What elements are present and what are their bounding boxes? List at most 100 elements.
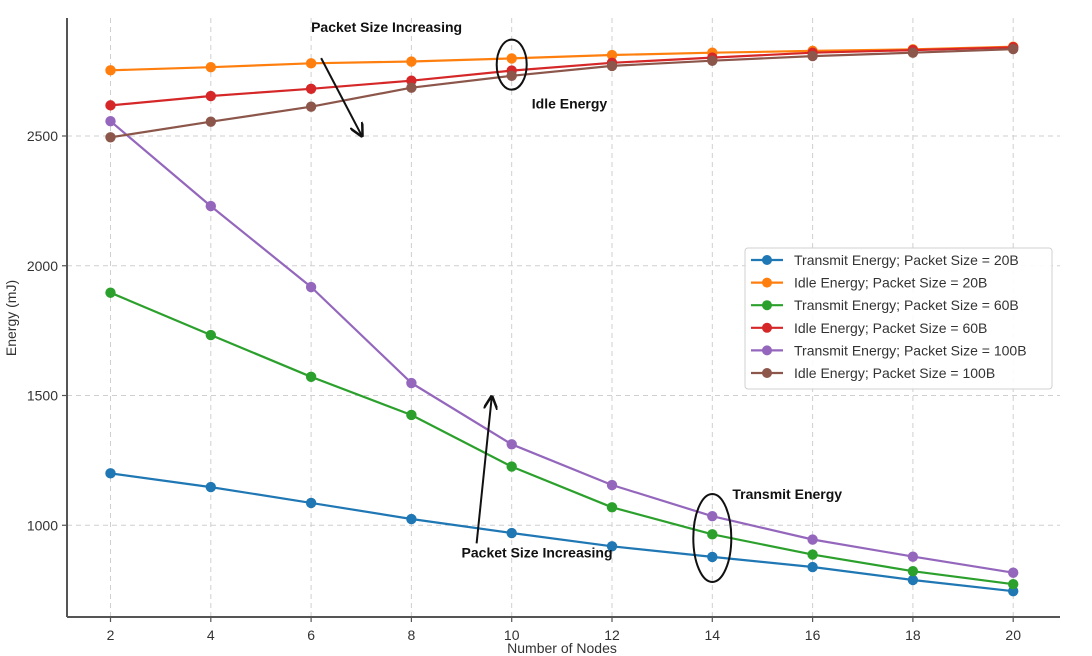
annotation-label: Packet Size Increasing — [462, 544, 613, 560]
data-point — [305, 83, 317, 94]
data-point — [707, 55, 718, 66]
data-point — [506, 53, 517, 64]
annotation-arrow — [320, 57, 361, 135]
legend-box — [744, 247, 1053, 390]
x-tick-label: 2 — [107, 627, 115, 643]
data-point — [406, 82, 417, 93]
data-point — [406, 513, 417, 525]
legend: Transmit Energy; Packet Size = 20B Idle E… — [744, 247, 1053, 390]
annotation-label: Idle Energy — [532, 96, 608, 112]
data-point — [807, 50, 818, 62]
annotation-1: Idle Energy — [495, 38, 608, 112]
series-5 — [105, 43, 1019, 143]
annotation-3: Transmit Energy — [692, 486, 842, 583]
x-tick-label: 18 — [905, 627, 921, 643]
x-tick-label: 12 — [604, 627, 620, 643]
x-tick-label: 4 — [207, 627, 215, 643]
data-point — [105, 132, 116, 143]
legend-entry: Transmit Energy; Packet Size = 20B — [751, 252, 1019, 268]
series-2 — [105, 287, 1019, 590]
data-point — [606, 502, 618, 513]
series-line — [110, 291, 1014, 586]
series-0 — [105, 468, 1019, 597]
legend-label: Idle Energy; Packet Size = 20B — [794, 275, 987, 291]
data-point — [205, 62, 216, 73]
axes-layer — [66, 18, 1060, 618]
y-tick-label: 2000 — [27, 258, 58, 274]
series-line — [110, 472, 1014, 593]
data-point — [305, 281, 317, 293]
data-point — [1008, 43, 1019, 55]
data-point — [205, 200, 216, 212]
series-line — [110, 46, 1014, 107]
data-point — [305, 497, 317, 509]
series-layer — [105, 41, 1019, 597]
data-point — [305, 58, 317, 69]
data-point — [305, 101, 317, 112]
data-point — [1008, 567, 1019, 578]
data-point — [807, 561, 818, 573]
data-point — [406, 56, 417, 67]
legend-label: Transmit Energy; Packet Size = 20B — [794, 252, 1019, 268]
data-point — [205, 116, 216, 127]
data-point — [105, 468, 116, 479]
x-axis-label: Number of Nodes — [507, 640, 617, 656]
legend-swatch-marker — [762, 255, 772, 265]
data-point — [606, 541, 618, 552]
annotation-ellipse — [692, 492, 733, 583]
data-point — [205, 329, 216, 341]
data-point — [105, 65, 116, 76]
x-tick-label: 8 — [408, 627, 416, 643]
y-axis-label: Energy (mJ) — [3, 280, 19, 356]
legend-swatch-marker — [762, 322, 772, 333]
data-point — [907, 47, 919, 58]
legend-label: Idle Energy; Packet Size = 60B — [794, 320, 987, 336]
data-point — [406, 409, 417, 421]
legend-swatch-marker — [762, 368, 772, 378]
annotations: Packet Size Increasing Idle Energy Packet … — [311, 19, 842, 583]
legend-entry: Transmit Energy; Packet Size = 60B — [751, 297, 1019, 313]
x-ticks: 2 4 6 8 10 12 14 16 18 20 — [107, 617, 1021, 643]
legend-label: Transmit Energy; Packet Size = 100B — [794, 342, 1027, 358]
annotation-0: Packet Size Increasing — [311, 19, 462, 135]
x-tick-label: 16 — [805, 627, 821, 643]
legend-swatch-marker — [762, 345, 772, 356]
legend-swatch-marker — [762, 300, 772, 311]
annotation-ellipse — [495, 38, 528, 91]
data-point — [907, 565, 919, 577]
y-ticks: 1000 1500 2000 2500 — [27, 128, 67, 533]
series-line — [110, 45, 1014, 72]
annotation-label: Packet Size Increasing — [311, 19, 462, 35]
x-tick-label: 6 — [307, 627, 315, 643]
data-point — [606, 60, 618, 72]
legend-label: Transmit Energy; Packet Size = 60B — [794, 297, 1019, 313]
data-point — [907, 551, 919, 562]
legend-label: Idle Energy; Packet Size = 100B — [794, 365, 995, 381]
legend-entry: Transmit Energy; Packet Size = 100B — [751, 342, 1027, 358]
data-point — [205, 90, 216, 102]
legend-swatch-marker — [762, 277, 772, 288]
y-tick-label: 2500 — [27, 128, 58, 144]
annotation-label: Transmit Energy — [732, 486, 842, 502]
data-point — [506, 461, 517, 472]
x-tick-label: 14 — [705, 627, 721, 643]
data-point — [506, 70, 517, 81]
data-point — [105, 100, 116, 111]
y-tick-label: 1000 — [27, 517, 58, 533]
data-point — [305, 371, 317, 383]
data-point — [707, 510, 718, 522]
data-point — [105, 116, 116, 127]
annotation-arrow — [475, 398, 492, 544]
series-line — [109, 120, 1014, 574]
data-point — [506, 439, 517, 450]
legend-entry: Idle Energy; Packet Size = 20B — [751, 275, 987, 291]
data-point — [105, 287, 116, 298]
grid-layer — [67, 18, 1060, 617]
series-line — [110, 48, 1014, 139]
data-point — [907, 574, 919, 586]
y-tick-label: 1500 — [27, 388, 58, 404]
data-point — [807, 549, 818, 560]
data-point — [205, 481, 216, 493]
data-point — [707, 529, 718, 540]
